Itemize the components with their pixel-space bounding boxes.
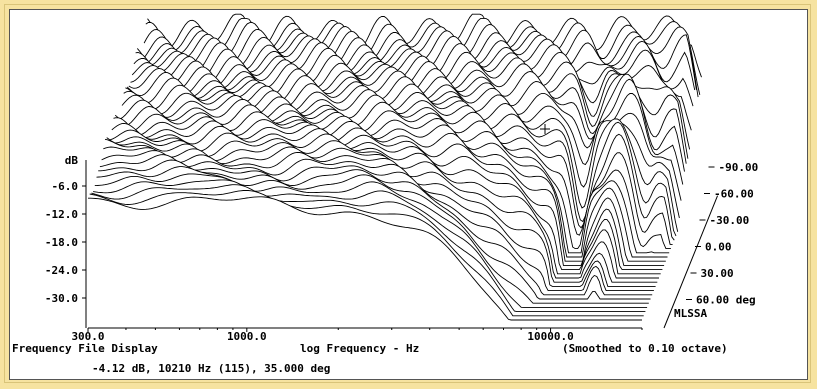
response-curve <box>120 95 675 241</box>
curve-group <box>88 13 702 328</box>
response-curve <box>96 166 651 300</box>
response-curve <box>121 92 677 237</box>
cursor-readout: -4.12 dB, 10210 Hz (115), 35.000 deg <box>92 362 331 375</box>
x-tick-label: 1000.0 <box>227 330 267 343</box>
y-tick-label: -18.0 <box>45 236 78 249</box>
response-curve <box>89 189 644 317</box>
response-curve <box>103 146 658 283</box>
response-curve <box>88 196 642 321</box>
z-tick-label: 60.00 deg <box>696 294 756 307</box>
waterfall-chart: dB -6.0 -12.0 -18.0 -24.0 -30.0 300.0 1000.0 100… <box>45 13 758 343</box>
response-curve <box>147 13 702 78</box>
response-curve <box>123 84 679 232</box>
y-tick-label: -30.0 <box>45 292 78 305</box>
y-tick-label: -12.0 <box>45 208 78 221</box>
response-curve <box>93 179 648 308</box>
response-curve <box>116 104 671 250</box>
response-curve <box>101 150 656 287</box>
response-curve <box>91 184 646 313</box>
response-curve <box>114 111 670 254</box>
response-curve <box>136 42 692 131</box>
response-curve <box>111 122 666 262</box>
z-tick-label: -60.00 <box>714 188 754 201</box>
brand-label: MLSSA <box>674 307 707 320</box>
y-axis-unit: dB <box>65 154 79 167</box>
axes-group: dB -6.0 -12.0 -18.0 -24.0 -30.0 300.0 1000.0 100… <box>45 124 758 343</box>
x-tick-label: 10000.0 <box>527 330 573 343</box>
z-tick-label: -30.00 <box>710 214 750 227</box>
response-curve <box>145 17 701 95</box>
curve-fill <box>88 196 642 328</box>
response-curve <box>125 77 680 219</box>
z-tick-label: 0.00 <box>705 241 732 254</box>
response-curve <box>94 173 649 304</box>
smoothing-note: (Smoothed to 0.10 octave) <box>562 342 728 355</box>
z-tick-label: 30.00 <box>701 267 734 280</box>
y-tick-label: -6.0 <box>52 180 79 193</box>
x-tick-label: 300.0 <box>71 330 104 343</box>
response-curve <box>109 128 665 266</box>
y-tick-label: -24.0 <box>45 264 78 277</box>
response-curve <box>104 138 659 279</box>
response-curve <box>113 117 668 258</box>
z-axis-line <box>663 195 719 329</box>
response-curve <box>118 98 673 245</box>
plot-panel: dB -6.0 -12.0 -18.0 -24.0 -30.0 300.0 1000.0 100… <box>9 9 808 380</box>
response-curve <box>126 72 682 201</box>
x-axis-label: log Frequency - Hz <box>300 342 420 355</box>
footer-title: Frequency File Display <box>12 342 158 355</box>
response-curve <box>135 47 691 150</box>
z-tick-label: -90.00 <box>719 161 759 174</box>
